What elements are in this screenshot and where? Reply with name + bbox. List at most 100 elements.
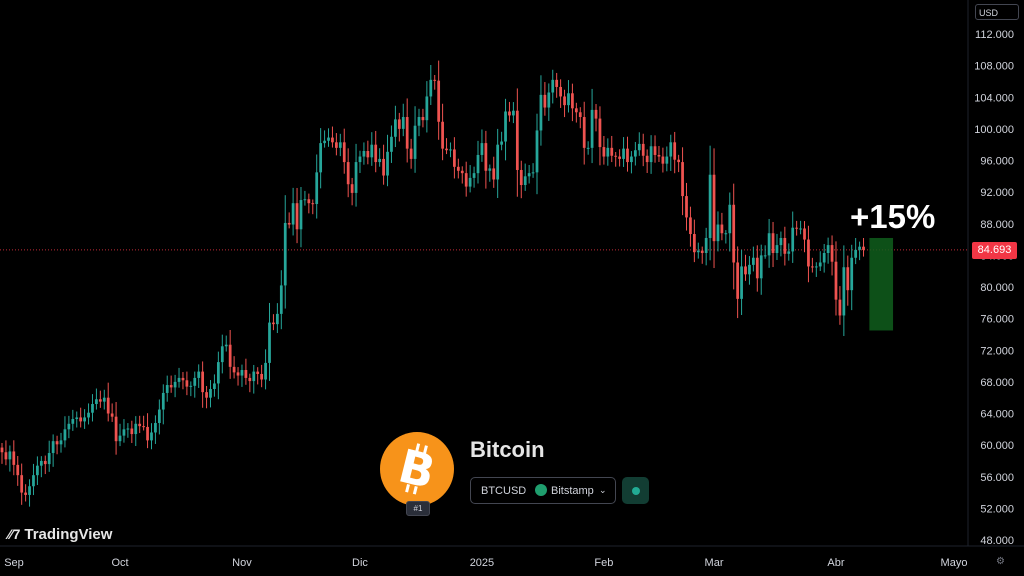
highlight-box [869,237,894,331]
candle-body [555,79,559,87]
candle-body [110,413,114,417]
candle-body [519,169,523,186]
candle-body [256,371,260,374]
candle-body [0,447,4,453]
candle-body [673,142,677,160]
candle-body [63,429,67,441]
candle-body [20,475,24,493]
candle-body [830,245,834,262]
candle-body [12,451,16,465]
candle-body [456,166,460,171]
settings-gear-icon[interactable]: ⚙ [996,556,1005,567]
candle-body [91,404,94,413]
candle-body [755,257,759,279]
chevron-down-icon: ⌄ [599,485,607,495]
candle-body [228,344,232,367]
candle-body [417,117,421,126]
candle-body [358,156,362,163]
y-tick-label: 56.000 [980,472,1014,484]
currency-selector[interactable]: USD [975,4,1019,20]
candle-body [102,397,106,402]
live-status-button[interactable] [622,477,649,504]
candle-body [32,475,35,487]
y-tick-label: 80.000 [980,282,1014,294]
candle-body [445,148,448,151]
candle-body [598,118,602,148]
candle-body [252,371,256,382]
candle-body [370,144,374,158]
candle-body [39,460,43,466]
candle-body [441,121,444,149]
candle-body [543,94,547,108]
candle-body [586,147,590,149]
candle-body [421,117,425,121]
candle-body [716,224,720,242]
candle-body [331,137,334,143]
candle-body [244,370,248,378]
candle-body [763,255,767,257]
candle-body [708,174,712,238]
candle-body [700,250,704,254]
tradingview-logo: ⁄⁄7 TradingView [8,526,112,543]
x-tick-label: Oct [111,557,128,569]
candle-body [759,255,763,279]
candle-body [606,147,610,157]
candle-body [295,203,299,230]
candle-body [602,147,606,157]
candle-body [504,111,507,142]
y-tick-label: 76.000 [980,314,1014,326]
candle-body [826,245,830,254]
candle-body [854,249,858,258]
x-tick-label: Feb [594,557,613,569]
candle-body [157,409,161,423]
y-tick-label: 48.000 [980,535,1014,547]
candle-body [134,423,138,435]
candle-body [240,370,244,376]
candle-body [649,146,653,163]
candle-body [567,93,570,106]
y-tick-label: 96.000 [980,156,1014,168]
candle-body [783,237,787,254]
candle-body [220,346,224,363]
candle-body [95,399,98,405]
candle-body [161,392,165,410]
candle-body [449,149,452,151]
candle-body [665,156,669,164]
candle-body [173,381,177,388]
candle-body [346,162,350,185]
candle-body [374,144,378,163]
brand-label: TradingView [24,526,113,543]
candle-body [307,199,311,204]
candle-body [484,143,488,171]
candle-body [8,451,12,460]
candle-body [689,217,692,235]
candle-body [146,426,149,441]
candle-body [492,168,496,180]
candle-body [468,177,472,187]
candle-body [122,429,126,436]
candle-body [732,204,736,263]
symbol-label: BTCUSD [481,485,527,497]
exchange-icon [535,484,547,496]
y-tick-label: 100.000 [974,124,1014,136]
candle-body [118,435,122,442]
candle-body [551,79,555,93]
candle-body [378,158,382,163]
symbol-selector[interactable]: BTCUSD · Bitstamp ⌄ [470,477,616,504]
candle-body [75,417,79,420]
y-tick-label: 92.000 [980,187,1014,199]
candle-body [327,137,330,141]
candle-body [748,264,751,275]
candle-body [236,372,240,376]
y-tick-label: 88.000 [980,219,1014,231]
candle-body [98,399,102,402]
candle-body [787,251,791,254]
candle-body [382,158,385,176]
candle-body [618,156,621,159]
candle-body [138,423,142,427]
candle-body [724,233,728,235]
candle-body [712,174,716,242]
candle-body [535,130,539,173]
candle-body [397,119,401,129]
